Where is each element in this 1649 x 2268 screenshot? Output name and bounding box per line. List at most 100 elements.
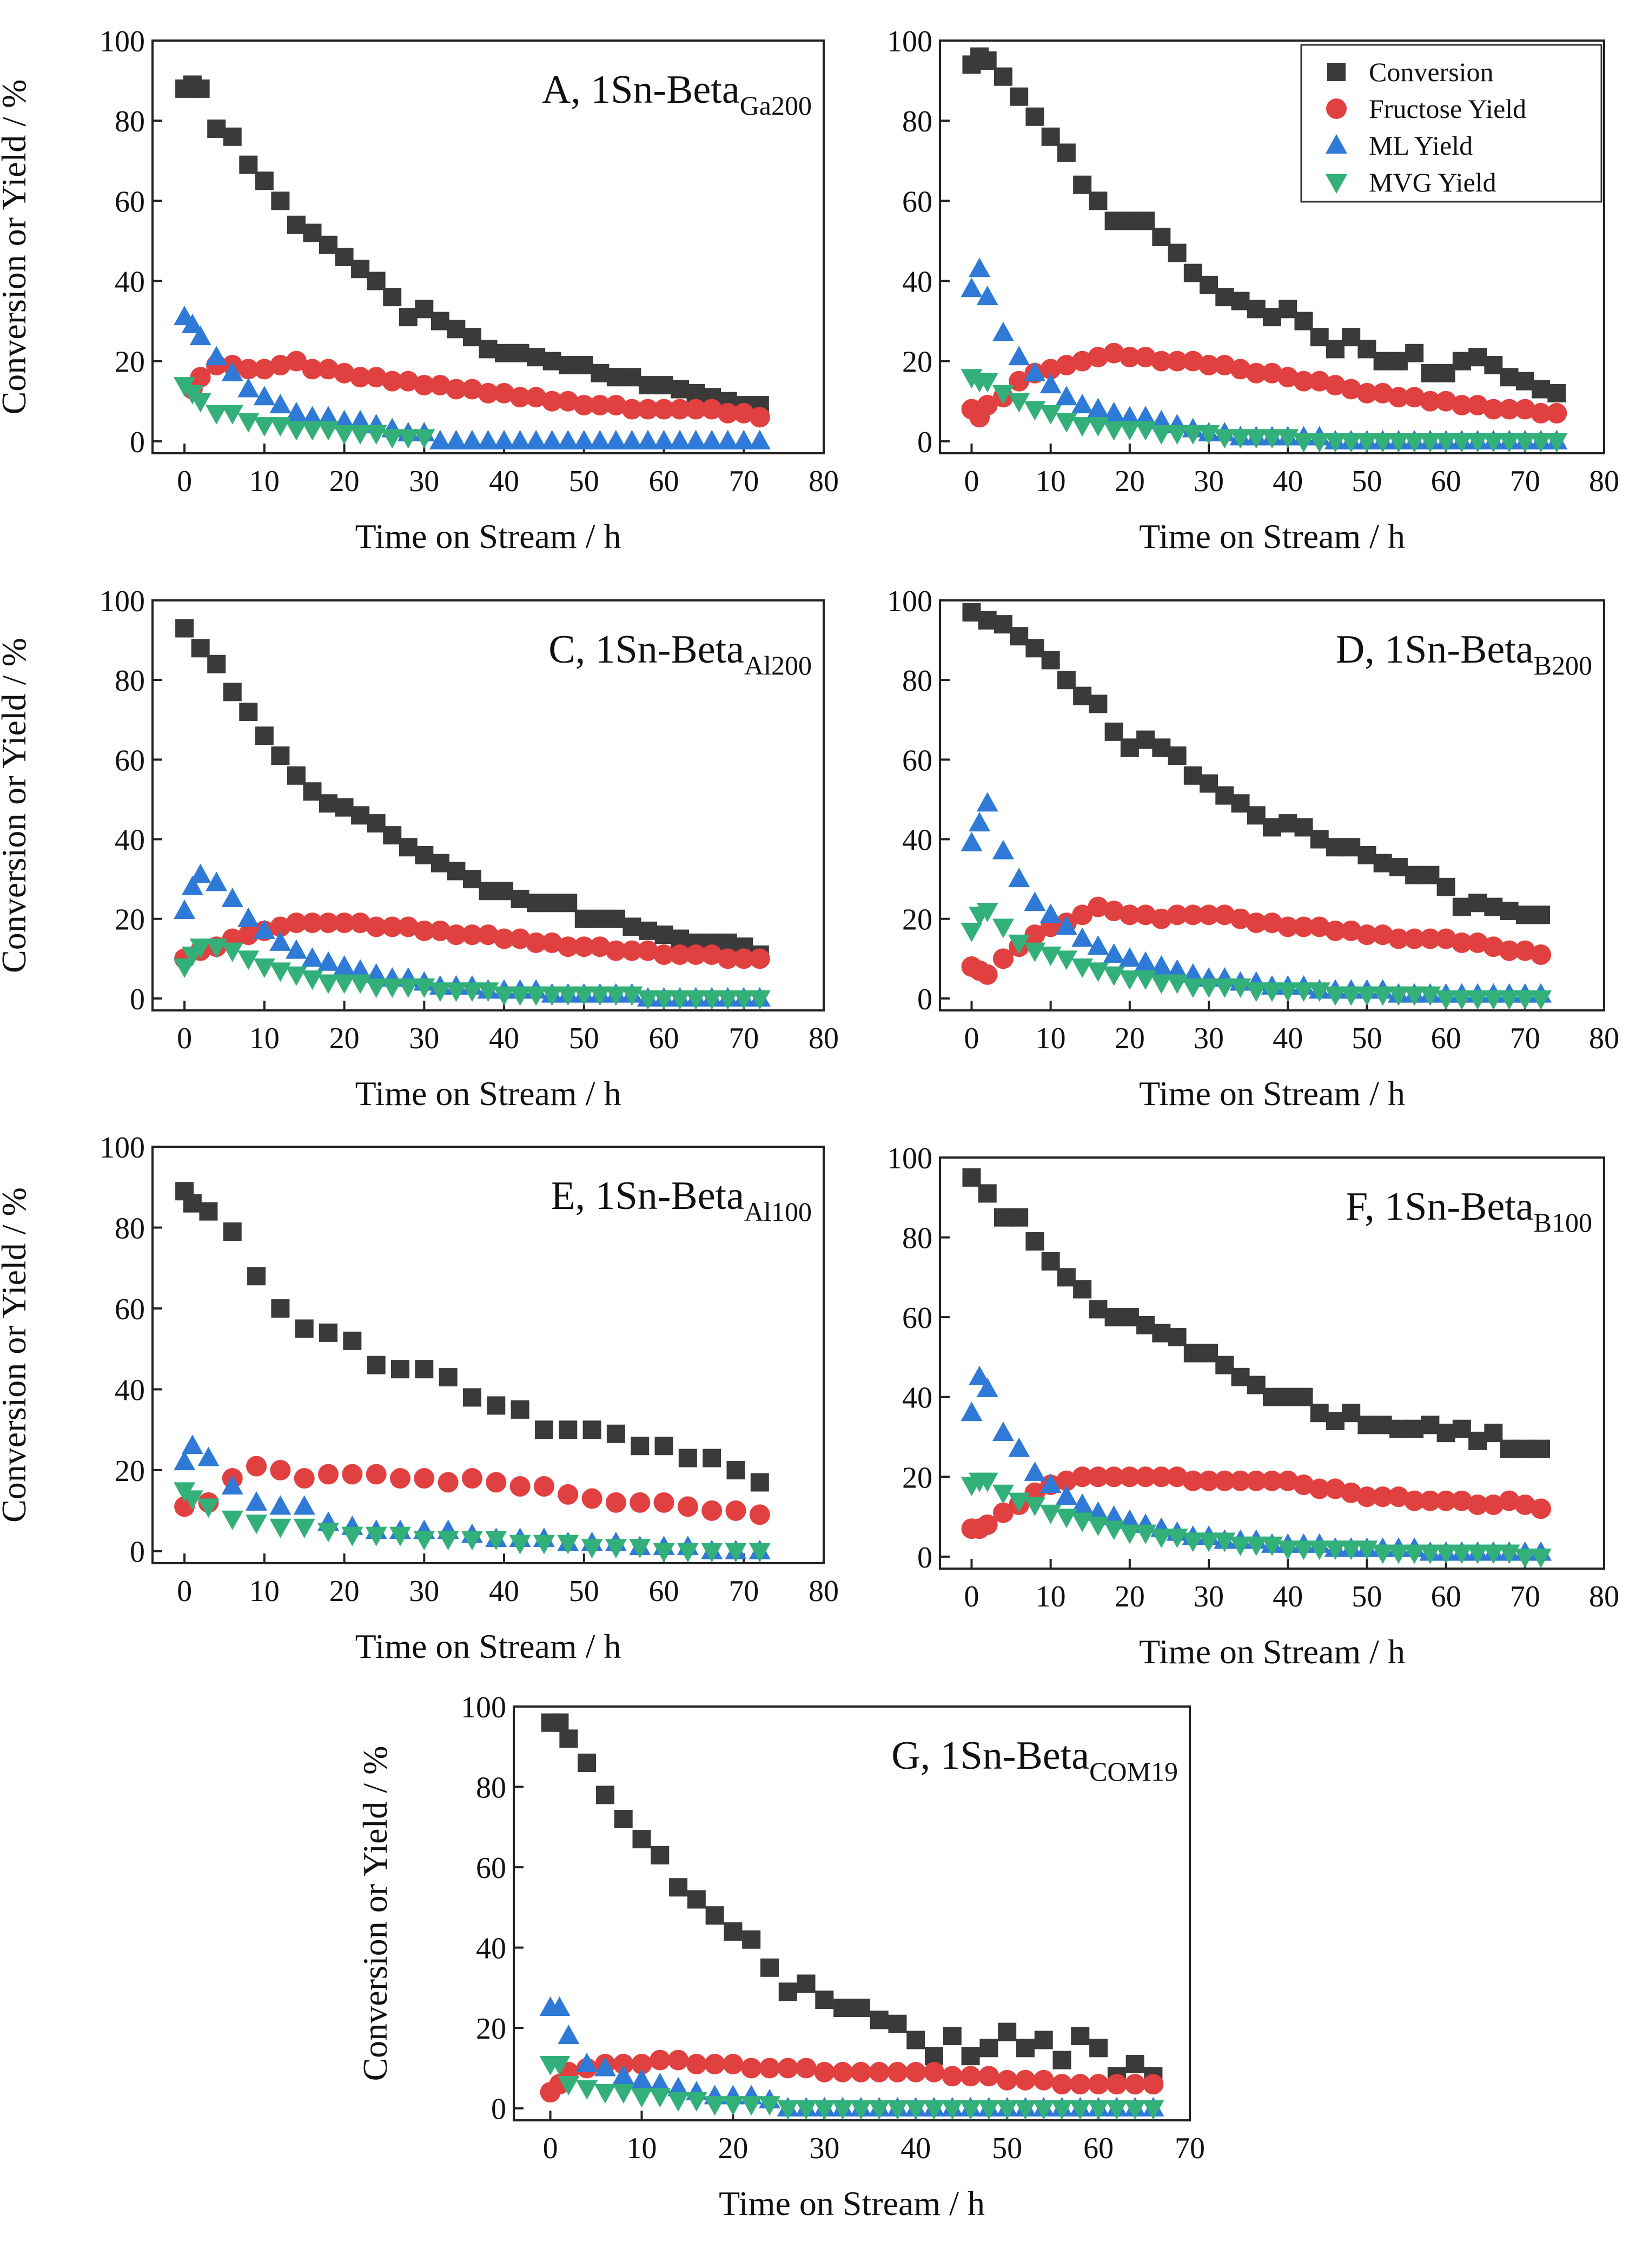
fructose-yield-point [942,2066,963,2087]
panel-e-series-conversion [175,1182,769,1492]
mvg-yield-point [733,990,755,1010]
fructose-yield-point [446,924,467,945]
conversion-point [906,2031,925,2049]
panel-d-frame [939,599,1605,1011]
fructose-yield-point [1356,924,1378,945]
conversion-point [574,356,593,375]
fructose-yield-point [796,2058,817,2079]
panel-g-y-tick-label: 100 [461,1691,506,1724]
mvg-yield-point [1069,2100,1091,2120]
mvg-yield-point [1142,2100,1164,2120]
panel-a: 0 10 20 30 40 50 60 70 80 0 20 40 60 80 100 Time on Str… [0,25,839,556]
conversion-point [1136,1315,1155,1334]
panel-d-x-axis-label: Time on Stream / h [1139,1074,1405,1113]
mvg-yield-point [1214,1532,1236,1552]
fructose-yield-point [1214,1470,1235,1491]
panel-a-x-tick-label: 60 [649,465,679,498]
panel-b-x-tick-label: 50 [1352,465,1382,498]
fructose-yield-point [1119,1466,1140,1487]
ml-yield-point [605,429,627,449]
mvg-yield-point [996,2100,1018,2120]
conversion-point [1326,838,1345,857]
ml-yield-point [1103,943,1125,963]
conversion-point [247,1267,266,1286]
mvg-yield-point [1055,1509,1077,1529]
mvg-yield-point [1229,429,1251,449]
panel-f-series-mvg-yield [961,1472,1552,1568]
panel-a-x-tick-label: 70 [729,465,759,498]
fructose-yield-point [1309,1478,1330,1499]
fructose-yield-point [270,916,291,937]
fructose-yield-point [1451,395,1472,416]
fructose-yield-point [302,913,323,934]
panel-a-x-tick-label: 80 [809,465,839,498]
mvg-yield-point [341,1526,363,1546]
fructose-yield-point [1277,1470,1299,1491]
conversion-point [1183,766,1202,785]
panel-f-series-conversion [962,1168,1551,1458]
ml-yield-point [1055,915,1077,935]
ml-yield-point [181,875,203,895]
conversion-point [271,1299,290,1318]
fructose-yield-point [1143,2074,1164,2095]
mvg-yield-point [1261,1536,1283,1556]
fructose-yield-point [533,1476,554,1497]
legend-conversion-marker [1327,63,1346,81]
panel-a-series-ml-yield [174,306,771,449]
panel-e-y-tick-label: 80 [115,1212,145,1246]
conversion-point [1120,738,1139,757]
mvg-yield-point [365,978,387,998]
ml-yield-point [197,1446,220,1466]
panel-e-title: E, 1Sn-BetaAl100 [551,1174,812,1227]
mvg-yield-point [1467,433,1489,453]
ml-yield-point [992,839,1014,859]
fructose-yield-point [1198,1470,1220,1491]
conversion-point [1247,1376,1266,1394]
fructose-yield-point [1119,347,1140,368]
mvg-yield-point [1387,433,1409,453]
fructose-yield-point [733,948,754,969]
conversion-point [399,838,418,857]
mvg-yield-point [685,990,707,1010]
mvg-yield-point [317,974,340,994]
mvg-yield-point [576,2080,598,2100]
panel-f-y-tick-label: 40 [902,1381,932,1415]
fructose-yield-point [1151,908,1172,929]
conversion-point [1436,1424,1455,1443]
conversion-point [550,1713,569,1732]
ml-yield-point [1024,1461,1046,1481]
mvg-yield-point [333,974,355,994]
conversion-point [1468,1431,1487,1450]
mvg-yield-point [1105,2100,1128,2120]
fructose-yield-point [461,1468,482,1489]
panel-c-y-tick-label: 0 [130,983,145,1016]
ml-yield-point [669,429,691,449]
mvg-yield-point [1403,1544,1426,1564]
fructose-yield-point [637,940,658,961]
fructose-yield-point [1309,371,1330,392]
ml-yield-point [631,2068,653,2088]
conversion-point [1025,107,1044,126]
mvg-yield-point [189,393,211,413]
panel-e-x-tick-label: 60 [649,1575,679,1608]
ml-yield-point [717,429,739,449]
ml-yield-point [365,963,387,983]
fructose-yield-point [1293,1474,1314,1496]
fructose-yield-point [677,1496,698,1517]
panel-g-y-tick-label: 40 [476,1932,506,1966]
panel-e-x-tick-label: 40 [489,1575,519,1608]
ml-yield-point [961,1401,983,1421]
fructose-yield-point [1467,1494,1488,1515]
mvg-yield-point [631,2088,653,2108]
fructose-yield-point [1106,2074,1127,2095]
conversion-point [367,814,386,833]
conversion-point [559,894,578,913]
panel-d-y-tick-label: 40 [902,824,932,857]
panel-d-x-tick-label: 80 [1589,1022,1619,1055]
ml-yield-point [573,429,595,449]
fructose-yield-point [1072,351,1093,372]
mvg-yield-point [1182,1532,1204,1552]
mvg-yield-point [1498,1544,1520,1564]
fructose-yield-point [302,359,323,380]
conversion-point [1152,738,1171,757]
